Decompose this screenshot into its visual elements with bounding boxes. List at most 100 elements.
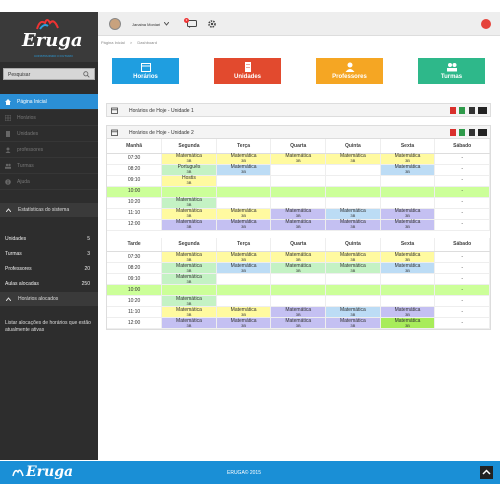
sidebar-item-horarios[interactable]: Horários (0, 110, 98, 126)
schedule-cell[interactable]: Matemática 3B (216, 164, 272, 176)
panel-unit2-body: Manhã Segunda Terça Quarta Quinta Sexta Sábado… (106, 139, 491, 330)
class-label: 3B (295, 256, 301, 262)
schedule-cell[interactable]: Matemática 3B (325, 208, 381, 220)
sidebar-item-professores[interactable]: professores (0, 142, 98, 158)
schedule-cell[interactable]: Matemática 3B (161, 208, 217, 220)
subject-label: Matemática (230, 317, 257, 324)
stat-label: Unidades (5, 236, 27, 242)
schedule-cell[interactable]: Matemática 3B (161, 262, 217, 274)
schedule-cell[interactable]: Português 3B (161, 164, 217, 176)
schedule-cell[interactable]: Matemática 3B (380, 262, 436, 274)
breadcrumb-home[interactable]: Página Inicial (101, 40, 125, 45)
schedule-cell[interactable]: Matemática 3B (380, 153, 436, 165)
class-label: 3B (241, 169, 247, 174)
schedule-cell[interactable]: Matemática 3B (161, 251, 217, 263)
calendar-icon (111, 129, 118, 136)
class-label: 3B (241, 256, 247, 262)
panel-unit1-header[interactable]: Horários de Hoje - Unidade 1 (106, 103, 491, 117)
class-label: 3B (350, 224, 356, 229)
time-cell: 07:30 (107, 251, 163, 263)
schedule-cell[interactable]: Matemática 3B (161, 197, 217, 209)
class-label: 3B (405, 267, 410, 273)
schedule-cell[interactable]: Matemática 3B (325, 262, 381, 274)
schedule-cell[interactable]: Matemática 3B (325, 153, 381, 165)
stat-label: Turmas (5, 251, 22, 257)
gear-icon[interactable] (207, 19, 217, 29)
schedule-cell[interactable]: Matemática 3B (216, 317, 272, 329)
class-label: 3B (350, 267, 356, 273)
schedule-cell[interactable]: Matemática 3B (380, 251, 436, 263)
class-label: 3B (405, 322, 410, 328)
search-icon[interactable] (83, 71, 90, 78)
excel-icon[interactable] (459, 129, 466, 136)
schedule-cell[interactable]: Matemática 3B (216, 306, 272, 318)
schedule-cell (270, 175, 327, 187)
scroll-top-button[interactable] (480, 466, 493, 479)
message-icon[interactable] (187, 20, 197, 28)
tile-unidades[interactable]: Unidades (214, 58, 281, 84)
print-icon[interactable] (468, 107, 475, 114)
sidebar: Eruga CONSTRUINDO O FUTURO Pesquisar Pág… (0, 12, 98, 460)
schedule-cell[interactable]: Matemática 3B (161, 306, 217, 318)
schedule-cell[interactable]: Matemática 3B (325, 219, 381, 231)
schedule-cell[interactable]: Matemática 3B (270, 262, 327, 274)
sidebar-item-turmas[interactable]: Turmas (0, 158, 98, 174)
schedule-cell[interactable]: Matemática 3B (161, 153, 217, 165)
schedule-cell[interactable]: Hostis 3B (161, 175, 217, 187)
schedule-cell: - (434, 306, 490, 318)
power-button[interactable] (481, 19, 491, 29)
schedule-cell[interactable]: Matemática 3B (216, 153, 272, 165)
class-label: 3B (186, 267, 192, 273)
chevron-down-icon[interactable] (164, 22, 169, 26)
avatar[interactable] (109, 18, 121, 30)
subject-label: Matemática (394, 164, 421, 170)
collapse-icon[interactable] (478, 129, 487, 136)
tile-turmas[interactable]: Turmas (418, 58, 485, 84)
schedule-cell[interactable]: Matemática 3B (270, 219, 327, 231)
username[interactable]: Janaina Moniari (132, 22, 161, 27)
schedule-cell[interactable]: Matemática 3B (161, 317, 217, 329)
panel-unit2-header[interactable]: Horários de Hoje - Unidade 2 (106, 125, 491, 139)
sidebar-item-unidades[interactable]: Unidades (0, 126, 98, 142)
schedule-cell[interactable]: Matemática 3B (380, 208, 436, 220)
schedule-cell[interactable]: Matemática 3B (270, 208, 327, 220)
sidebar-item-ajuda[interactable]: Ajuda (0, 174, 98, 190)
schedule-cell[interactable]: Matemática 3B (380, 219, 436, 231)
schedule-cell[interactable]: Matemática 3B (380, 164, 436, 176)
mail-icon[interactable] (478, 107, 487, 114)
subject-label: Matemática (339, 262, 366, 269)
pdf-icon[interactable] (449, 107, 456, 114)
schedule-cell[interactable]: Matemática 3B (325, 317, 381, 329)
schedule-cell[interactable]: Matemática 3B (325, 306, 381, 318)
schedule-cell[interactable]: Matemática 3B (216, 219, 272, 231)
schedule-cell[interactable]: Matemática 3B (325, 251, 381, 263)
stats-title: Estatísticas do sistema (18, 207, 70, 213)
schedule-cell[interactable]: Matemática 3B (161, 219, 217, 231)
schedule-cell[interactable]: Matemática 3B (270, 251, 327, 263)
day-header: Terça (216, 237, 272, 252)
schedule-cell[interactable]: Matemática 3B (216, 262, 272, 274)
table-row: 10:20 Matemática 3B - (107, 295, 490, 307)
search-input[interactable]: Pesquisar (3, 68, 95, 80)
table-row: 12:00 Matemática 3B Matemática 3B Matemática 3… (107, 219, 490, 231)
schedule-section-header[interactable]: Horários alocados (0, 292, 98, 306)
pdf-icon[interactable] (449, 129, 456, 136)
schedule-cell[interactable]: Matemática 3B (270, 306, 327, 318)
schedule-cell[interactable]: Matemática 3B (380, 306, 436, 318)
print-icon[interactable] (468, 129, 475, 136)
schedule-cell (270, 197, 327, 209)
sidebar-item-pagina-inicial[interactable]: Página Inicial (0, 94, 98, 110)
schedule-cell[interactable]: Matemática 3B (216, 208, 272, 220)
schedule-cell[interactable]: Matemática 3B (270, 317, 327, 329)
subject-label: Hostis (182, 175, 196, 181)
class-label: 3B (295, 158, 301, 163)
schedule-cell[interactable]: Matemática 3B (380, 317, 436, 329)
tile-professores[interactable]: Professores (316, 58, 383, 84)
stats-section-header[interactable]: Estatísticas do sistema (0, 203, 98, 217)
schedule-cell[interactable]: Matemática 3B (270, 153, 327, 165)
schedule-cell[interactable]: Matemática 3B (161, 295, 217, 307)
excel-icon[interactable] (459, 107, 466, 114)
schedule-cell[interactable]: Matemática 3B (216, 251, 272, 263)
tile-horarios[interactable]: Horários (112, 58, 179, 84)
schedule-cell[interactable]: Matemática 3B (161, 273, 217, 285)
